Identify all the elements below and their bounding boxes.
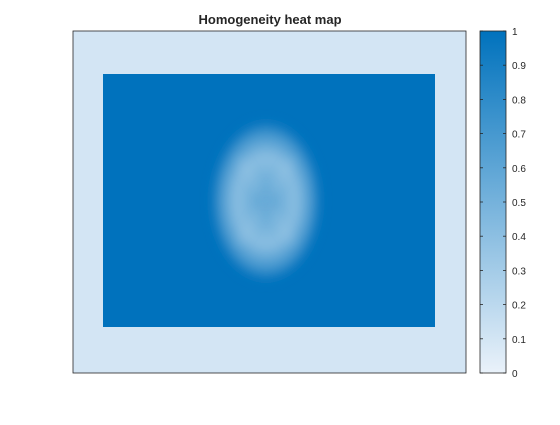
plot-area	[73, 31, 466, 373]
plot-frame	[72, 30, 467, 374]
colorbar-gradient	[480, 31, 506, 373]
colorbar-tick-label: 0.8	[512, 95, 526, 106]
colorbar-tick-label: 0.6	[512, 164, 526, 175]
colorbar-tick-label: 0.9	[512, 61, 526, 72]
heatmap-inclusion-sector	[236, 199, 269, 246]
chart-title: Homogeneity heat map	[198, 12, 341, 27]
colorbar-tick-label: 0.5	[512, 198, 526, 209]
heatmap-inclusion-sector	[236, 156, 269, 203]
colorbar-tick-label: 0.7	[512, 130, 526, 141]
colorbar-tick-label: 0	[512, 369, 518, 380]
colorbar-tick-label: 0.1	[512, 335, 526, 346]
heatmap-inclusion	[211, 121, 321, 281]
heatmap-inclusion-sector	[263, 156, 296, 203]
heatmap-inclusion-sector	[263, 199, 296, 246]
colorbar-ticks: 0 0.1 0.2 0.3 0.4 0.5 0.6 0.7 0.8 0.9 1	[480, 27, 526, 380]
colorbar-tick-label: 0.4	[512, 232, 526, 243]
colorbar: 0 0.1 0.2 0.3 0.4 0.5 0.6 0.7 0.8 0.9 1	[479, 27, 526, 380]
colorbar-tick-label: 0.2	[512, 301, 526, 312]
colorbar-tick-label: 0.3	[512, 266, 526, 277]
colorbar-tick-label: 1	[512, 27, 518, 38]
